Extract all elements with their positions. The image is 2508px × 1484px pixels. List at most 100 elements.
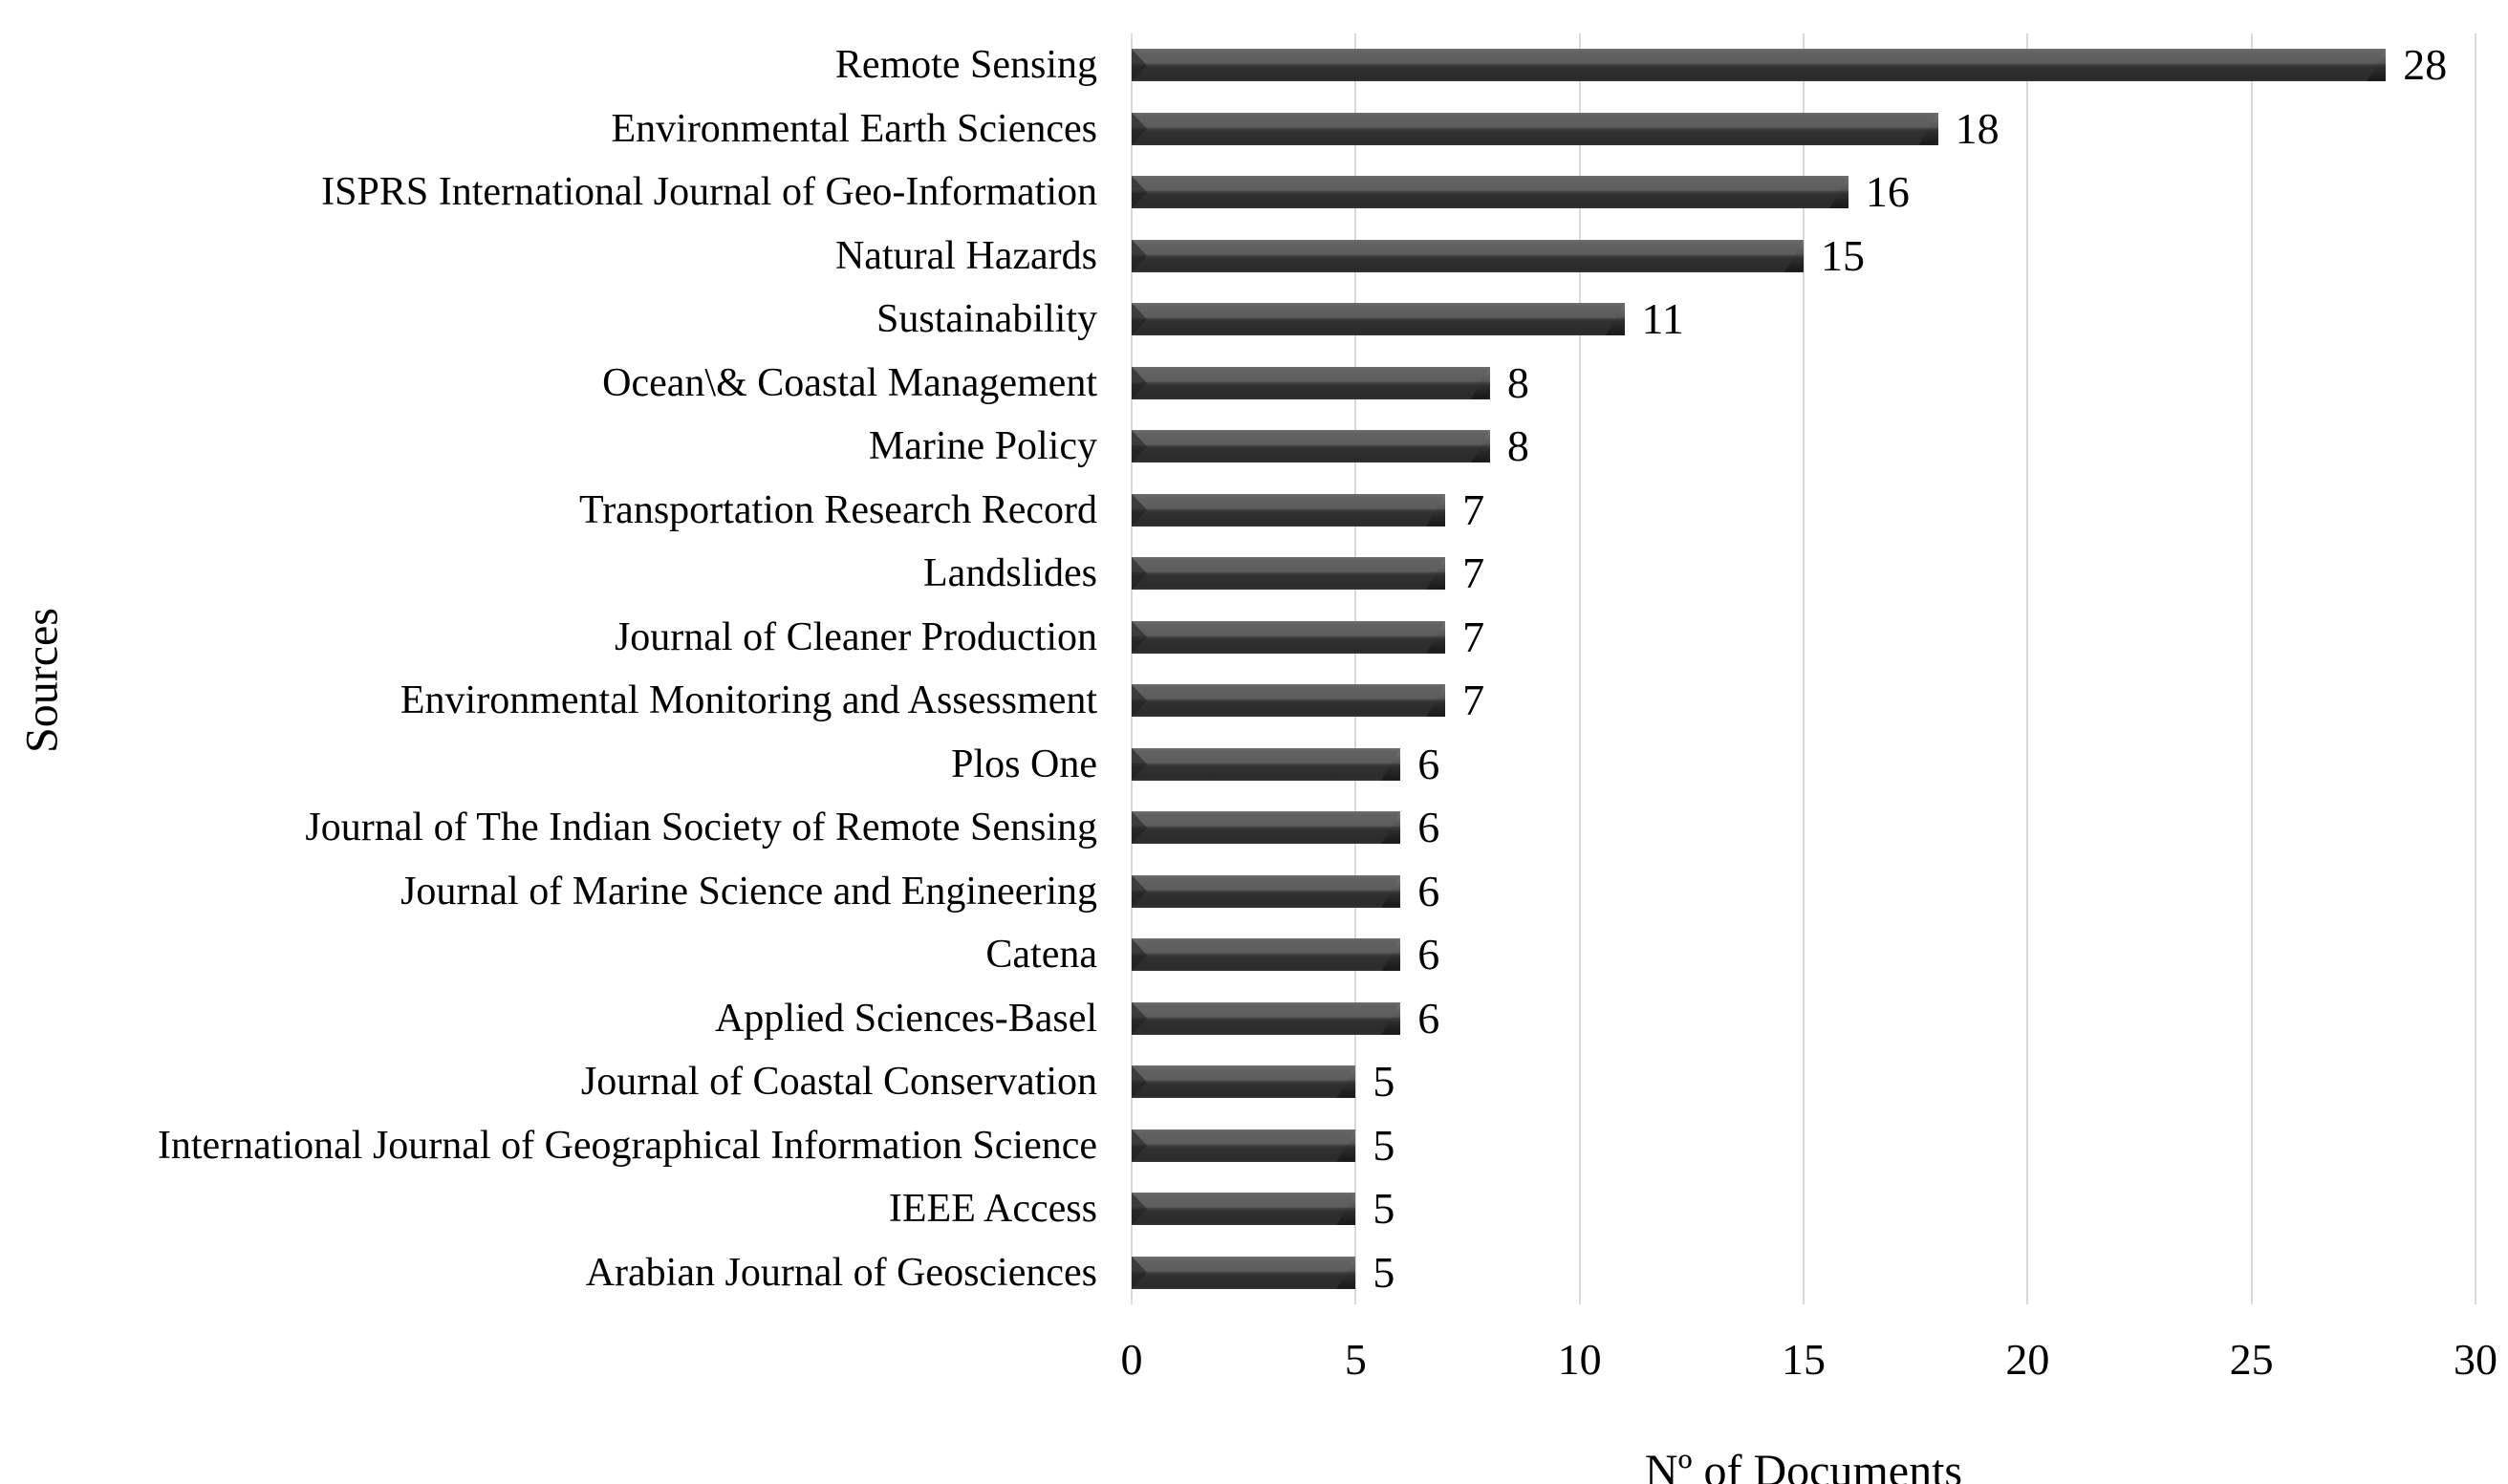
category-label: Landslides	[923, 551, 1097, 596]
bar-row: 6	[1132, 987, 2476, 1051]
bar-row: 6	[1132, 733, 2476, 797]
value-label: 15	[1821, 230, 1865, 280]
value-label: 28	[2403, 40, 2448, 90]
bar	[1132, 112, 1938, 145]
bar-row: 8	[1132, 415, 2476, 479]
value-label: 6	[1417, 993, 1440, 1043]
gridline	[1354, 33, 1357, 1304]
gridline	[2250, 33, 2253, 1304]
bar	[1132, 938, 1401, 972]
bar-row: 5	[1132, 1241, 2476, 1305]
bar	[1132, 303, 1625, 336]
x-axis-title-text: N	[1644, 1446, 1678, 1484]
bar	[1132, 557, 1446, 591]
x-tick-label: 5	[1344, 1335, 1367, 1384]
x-tick-label: 0	[1120, 1335, 1143, 1384]
bar	[1132, 874, 1401, 908]
value-label: 6	[1417, 866, 1440, 915]
value-label: 5	[1373, 1247, 1395, 1297]
bar	[1132, 1129, 1356, 1162]
value-label: 16	[1865, 167, 1910, 217]
value-label: 11	[1641, 294, 1684, 344]
bar	[1132, 239, 1804, 272]
bar-row: 5	[1132, 1114, 2476, 1178]
plot-area: 28 18 16 15 11 8 8 7 7 7 7 6 6 6 6 6 5 5 5 5	[1131, 33, 2476, 1304]
gridline	[1803, 33, 1805, 1304]
category-label: Arabian Journal of Geosciences	[585, 1250, 1097, 1295]
value-label: 7	[1462, 676, 1485, 725]
category-label: Sustainability	[876, 297, 1097, 342]
category-axis: Remote Sensing Environmental Earth Scienc…	[0, 33, 1097, 1304]
bar	[1132, 430, 1490, 463]
bar-row: 6	[1132, 860, 2476, 924]
value-label: 18	[1955, 103, 2000, 153]
bar	[1132, 811, 1401, 845]
value-label: 8	[1506, 357, 1529, 407]
bar-row: 8	[1132, 352, 2476, 416]
value-label: 5	[1373, 1184, 1395, 1234]
bar	[1132, 49, 2387, 82]
x-axis-title: Nº of Documents	[1645, 1445, 1962, 1484]
bar	[1132, 1256, 1356, 1289]
x-tick-label: 15	[1782, 1335, 1826, 1384]
gridline	[1578, 33, 1581, 1304]
bars: 28 18 16 15 11 8 8 7 7 7 7 6 6 6 6 6 5 5 5 5	[1132, 33, 2476, 1304]
x-tick-label: 30	[2454, 1335, 2497, 1384]
ordinal-indicator: º	[1677, 1446, 1693, 1484]
bar	[1132, 1193, 1356, 1226]
gridline	[2475, 33, 2476, 1304]
bar-row: 7	[1132, 542, 2476, 606]
value-label: 7	[1462, 548, 1485, 598]
bar	[1132, 493, 1446, 527]
value-label: 8	[1506, 421, 1529, 471]
category-label: Environmental Earth Sciences	[611, 106, 1098, 151]
bar-row: 7	[1132, 479, 2476, 543]
category-label: Plos One	[951, 742, 1097, 786]
bar	[1132, 684, 1446, 718]
value-label: 6	[1417, 930, 1440, 979]
x-axis-title-rest: of Documents	[1692, 1446, 1963, 1484]
category-label: Natural Hazards	[834, 233, 1097, 278]
bar	[1132, 1001, 1401, 1035]
x-tick-label: 25	[2229, 1335, 2274, 1384]
value-label: 5	[1373, 1057, 1395, 1107]
category-label: Journal of Marine Science and Engineerin…	[400, 869, 1097, 914]
category-label: ISPRS International Journal of Geo-Infor…	[321, 170, 1097, 215]
category-label: Remote Sensing	[834, 43, 1097, 88]
value-label: 7	[1462, 612, 1485, 661]
bar	[1132, 176, 1849, 209]
bar	[1132, 366, 1490, 399]
bar-row: 16	[1132, 161, 2476, 225]
category-label: Ocean\& Coastal Management	[602, 360, 1097, 405]
bar-row: 7	[1132, 606, 2476, 670]
category-label: Journal of Cleaner Production	[614, 614, 1097, 659]
category-label: Environmental Monitoring and Assessment	[400, 678, 1097, 723]
bar-row: 28	[1132, 33, 2476, 97]
category-label: Applied Sciences-Basel	[714, 996, 1097, 1041]
value-label: 6	[1417, 803, 1440, 852]
gridline	[2026, 33, 2029, 1304]
bar	[1132, 1065, 1356, 1099]
bar-row: 18	[1132, 97, 2476, 161]
category-label: Marine Policy	[868, 424, 1097, 469]
category-label: Catena	[985, 933, 1097, 978]
bar	[1132, 747, 1401, 781]
category-label: IEEE Access	[888, 1187, 1097, 1232]
category-label: International Journal of Geographical In…	[157, 1123, 1097, 1168]
bar	[1132, 620, 1446, 654]
bar-row: 11	[1132, 288, 2476, 352]
category-label: Transportation Research Record	[579, 487, 1097, 532]
gridline	[1131, 33, 1133, 1304]
category-label: Journal of Coastal Conservation	[580, 1060, 1097, 1105]
value-label: 7	[1462, 484, 1485, 534]
bar-row: 15	[1132, 225, 2476, 289]
bar-row: 7	[1132, 669, 2476, 733]
category-label: Journal of The Indian Society of Remote …	[305, 806, 1097, 850]
bar-row: 5	[1132, 1177, 2476, 1241]
value-label: 6	[1417, 739, 1440, 788]
bar-row: 6	[1132, 796, 2476, 860]
bar-row: 5	[1132, 1050, 2476, 1114]
bar-row: 6	[1132, 923, 2476, 987]
x-tick-label: 20	[2005, 1335, 2050, 1384]
